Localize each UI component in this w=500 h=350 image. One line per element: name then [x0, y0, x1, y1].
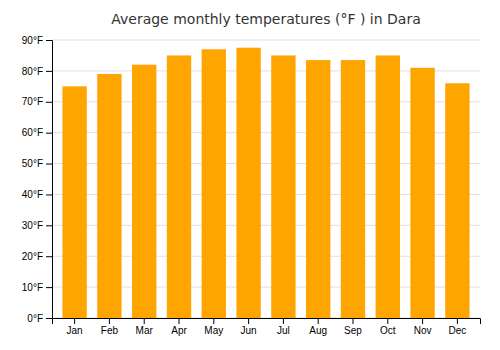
y-tick-mark [46, 71, 52, 72]
x-tick-label: Apr [171, 325, 187, 336]
x-tick-label: Nov [414, 325, 432, 336]
y-tick: 50°F [22, 158, 52, 169]
x-tick: Jan [67, 318, 83, 336]
x-tick-mark [387, 318, 388, 324]
x-tick-mark [283, 318, 284, 324]
x-tick-mark [179, 318, 180, 324]
y-tick: 60°F [22, 127, 52, 138]
bar [167, 55, 191, 318]
x-tick-label: Mar [136, 325, 154, 336]
x-tick: Dec [448, 318, 466, 336]
y-tick-label: 40°F [22, 189, 43, 200]
y-tick-label: 20°F [22, 251, 43, 262]
x-tick-label: Dec [448, 325, 466, 336]
x-tick: Sep [344, 318, 362, 336]
x-tick: Jun [241, 318, 257, 336]
bar [97, 74, 121, 318]
bar [341, 60, 365, 318]
bar [445, 83, 469, 318]
y-tick: 0°F [27, 313, 52, 324]
y-tick-mark [46, 287, 52, 288]
y-tick-mark [46, 102, 52, 103]
x-tick: Feb [101, 318, 119, 336]
y-tick-label: 50°F [22, 158, 43, 169]
x-tick: May [204, 318, 223, 336]
x-tick: Aug [309, 318, 327, 336]
x-tick-label: Sep [344, 325, 362, 336]
y-tick-label: 70°F [22, 96, 43, 107]
bar [202, 49, 226, 318]
x-tick-label: Jul [277, 325, 290, 336]
bar [62, 86, 86, 318]
y-tick-label: 0°F [27, 313, 43, 324]
y-tick: 10°F [22, 282, 52, 293]
y-tick: 80°F [22, 66, 52, 77]
x-tick: Oct [380, 318, 396, 336]
title: Average monthly temperatures (°F ) in Da… [111, 11, 421, 27]
grid-line [52, 40, 480, 41]
y-tick-mark [46, 164, 52, 165]
x-tick-mark [352, 318, 353, 324]
plot: Jan Feb Mar Apr May Jun Jul Aug Sep Oct Nov Dec 0°F 1… [22, 35, 481, 336]
x-tick-mark [213, 318, 214, 324]
x-tick: Apr [171, 318, 187, 336]
y-tick: 70°F [22, 96, 52, 107]
y-tick-label: 90°F [22, 35, 43, 46]
x-axis-line [53, 319, 481, 325]
y-tick: 20°F [22, 251, 52, 262]
y-tick-label: 30°F [22, 220, 43, 231]
x-tick-label: Oct [380, 325, 396, 336]
x-tick-mark [74, 318, 75, 324]
x-tick-mark [144, 318, 145, 324]
y-tick-mark [46, 225, 52, 226]
y-axis-line [46, 41, 53, 319]
x-tick-label: Feb [101, 325, 119, 336]
y-tick-mark [46, 318, 52, 319]
y-tick-label: 60°F [22, 127, 43, 138]
x-tick-mark [457, 318, 458, 324]
x-tick-mark [318, 318, 319, 324]
x-axis: Jan Feb Mar Apr May Jun Jul Aug Sep Oct Nov Dec [53, 318, 481, 336]
y-axis: 0°F 10°F 20°F 30°F 40°F 50°F 60°F 70°F 80°F 90°F [22, 35, 53, 324]
y-tick-label: 10°F [22, 282, 43, 293]
x-tick: Jul [277, 318, 290, 336]
bar [236, 48, 260, 318]
bar [271, 55, 295, 318]
y-tick-mark [46, 256, 52, 257]
x-tick-label: Aug [309, 325, 327, 336]
y-tick: 30°F [22, 220, 52, 231]
y-tick: 90°F [22, 35, 52, 46]
x-tick: Nov [414, 318, 432, 336]
x-tick-label: May [204, 325, 223, 336]
x-tick: Mar [136, 318, 154, 336]
y-tick-mark [46, 40, 52, 41]
bar [410, 68, 434, 318]
bar [306, 60, 330, 318]
y-tick-mark [46, 194, 52, 195]
x-tick-mark [109, 318, 110, 324]
grid [52, 40, 480, 318]
x-tick-label: Jun [241, 325, 257, 336]
x-tick-mark [422, 318, 423, 324]
y-tick-label: 80°F [22, 66, 43, 77]
chart: Jan Feb Mar Apr May Jun Jul Aug Sep Oct Nov Dec 0°F 1… [0, 0, 500, 350]
x-tick-mark [248, 318, 249, 324]
bar [132, 65, 156, 318]
bars [62, 48, 469, 318]
x-tick-label: Jan [67, 325, 83, 336]
bar [376, 55, 400, 318]
y-tick: 40°F [22, 189, 52, 200]
y-tick-mark [46, 133, 52, 134]
